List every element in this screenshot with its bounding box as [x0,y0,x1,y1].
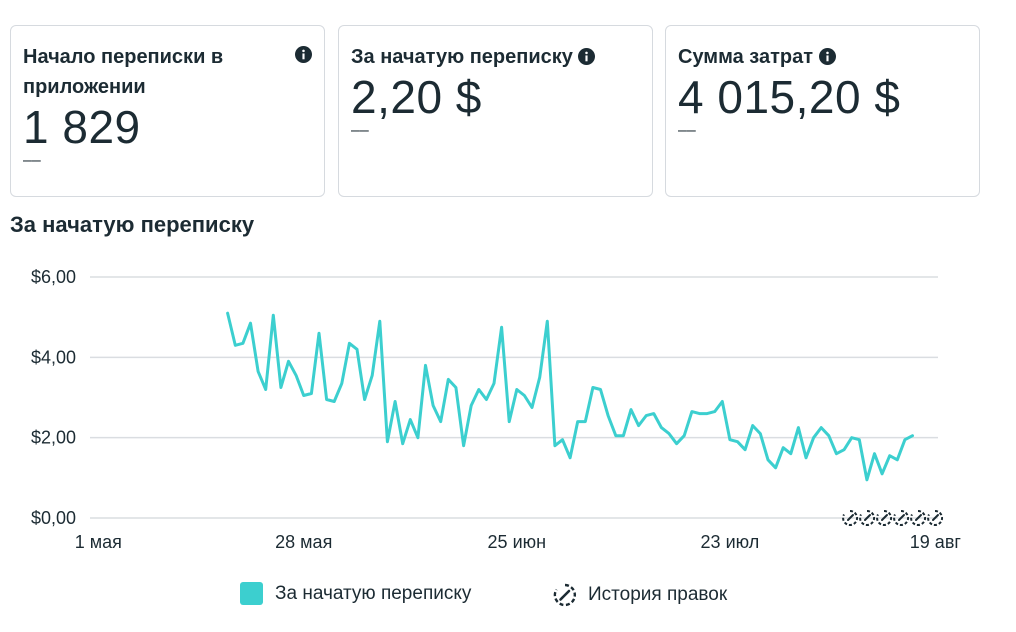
x-tick-label: 23 июл [701,532,760,552]
chart-legend: За начатую переписку История правок [0,582,1016,612]
info-icon[interactable] [818,48,836,65]
y-tick-label: $2,00 [31,428,76,448]
y-axis: $0,00 $2,00 $4,00 $6,00 [31,267,76,528]
info-icon[interactable] [578,48,596,65]
metric-card-cost-per-conversation[interactable]: За начатую переписку 2,20 $ –– [338,25,653,197]
edit-history-markers[interactable] [842,509,944,526]
edit-history-icon[interactable] [842,509,859,526]
legend-label-history: История правок [588,584,728,605]
x-tick-label: 1 мая [75,532,122,552]
legend-swatch [240,582,263,605]
metric-title: Начало переписки в приложении [23,46,224,98]
metric-value: 1 829 [23,101,141,153]
x-tick-label: 28 мая [275,532,332,552]
y-tick-label: $6,00 [31,267,76,287]
edit-history-icon[interactable] [876,509,893,526]
x-tick-label: 19 авг [910,532,962,552]
edit-history-icon [553,583,577,607]
metric-title: За начатую переписку [351,42,640,72]
info-icon[interactable] [295,46,312,63]
metric-delta: –– [351,122,369,139]
y-tick-label: $4,00 [31,347,76,367]
edit-history-icon[interactable] [859,509,876,526]
x-tick-label: 25 июн [488,532,547,552]
metric-value: 2,20 $ [351,71,482,123]
series-line[interactable] [226,311,914,482]
legend-item-history[interactable]: История правок [552,582,727,608]
legend-label-series: За начатую переписку [275,582,472,604]
chart-title: За начатую переписку [10,212,255,237]
metric-delta: –– [23,152,41,169]
cost-per-conversation-chart[interactable]: $0,00 $2,00 $4,00 $6,00 1 мая 28 мая 25 июн 23… [0,250,1016,570]
edit-history-icon[interactable] [927,509,944,526]
legend-item-series[interactable]: За начатую переписку [240,582,471,605]
metric-delta: –– [678,122,696,139]
x-axis: 1 мая 28 мая 25 июн 23 июл 19 авг [75,532,962,552]
metric-value: 4 015,20 $ [678,71,901,123]
edit-history-icon[interactable] [893,509,910,526]
metric-title: Сумма затрат [678,42,967,72]
metric-card-amount-spent[interactable]: Сумма затрат 4 015,20 $ –– [665,25,980,197]
metric-card-conversations[interactable]: Начало переписки в приложении 1 829 –– [10,25,325,197]
edit-history-icon[interactable] [910,509,927,526]
series-points [227,313,913,480]
y-tick-label: $0,00 [31,508,76,528]
